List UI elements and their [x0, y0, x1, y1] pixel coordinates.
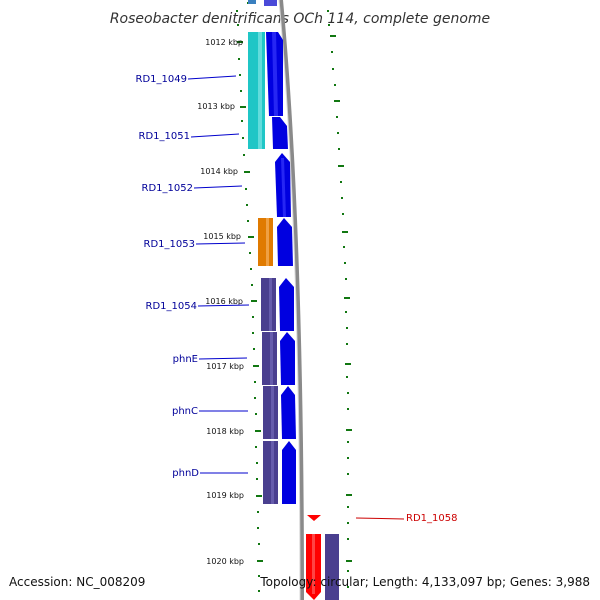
gene-label-rd1-1053[interactable]: RD1_1053	[144, 239, 195, 250]
gene-arrow-rd1-1058[interactable]	[307, 515, 321, 521]
gene-label-rd1-1051[interactable]: RD1_1051	[139, 131, 190, 142]
map-title: Roseobacter denitrificans OCh 114, compl…	[110, 11, 490, 27]
kbp-label: 1018 kbp	[206, 427, 244, 436]
kbp-label: 1015 kbp	[203, 232, 241, 241]
kbp-label: 1012 kbp	[205, 38, 243, 47]
gene-block-phnc[interactable]	[263, 386, 278, 439]
kbp-label: 1017 kbp	[206, 362, 244, 371]
accession-text: Accession: NC_008209	[9, 575, 145, 589]
right-ruler-dots	[327, 10, 349, 588]
gene-arrow-rd1-1051[interactable]	[272, 117, 288, 149]
gene-block-lower-purple[interactable]	[325, 534, 339, 600]
gene-label-rd1-1049[interactable]: RD1_1049	[136, 74, 187, 85]
gene-arrow-rd1-1053[interactable]	[277, 218, 293, 266]
gene-block-rd1-1054[interactable]	[261, 278, 276, 331]
kbp-label: 1016 kbp	[205, 297, 243, 306]
gene-arrow-red-lower[interactable]	[306, 534, 321, 600]
gene-block-rd1-1053[interactable]	[258, 218, 273, 266]
gene-block-top-cut[interactable]	[248, 0, 256, 4]
gene-block-rd1-1049[interactable]	[248, 32, 265, 149]
gene-label-phnd[interactable]: phnD	[172, 468, 199, 479]
gene-label-rd1-1058[interactable]: RD1_1058	[406, 513, 457, 524]
kbp-label: 1019 kbp	[206, 491, 244, 500]
left-ruler-dots	[236, 10, 260, 592]
gene-label-phne[interactable]: phnE	[173, 354, 198, 365]
label-leader-lines	[187, 75, 250, 474]
gene-label-phnc[interactable]: phnC	[172, 406, 198, 417]
gene-label-rd1-1054[interactable]: RD1_1054	[146, 301, 197, 312]
gene-arrow-rd1-1049[interactable]	[266, 32, 283, 116]
gene-arrow-phne[interactable]	[280, 332, 295, 385]
gene-arrow-rd1-1054[interactable]	[279, 278, 294, 331]
gene-arrow-phnd[interactable]	[282, 441, 296, 504]
kbp-label: 1020 kbp	[206, 557, 244, 566]
gene-block-phne[interactable]	[262, 332, 277, 385]
topology-text: Topology: circular; Length: 4,133,097 bp…	[259, 575, 590, 589]
genome-backbone	[279, 0, 304, 600]
gene-arrow-phnc[interactable]	[281, 386, 296, 439]
right-ruler-ticks	[330, 35, 352, 562]
gene-arrow-rd1-1052[interactable]	[275, 153, 291, 217]
gene-block-phnd[interactable]	[263, 441, 278, 504]
gene-label-rd1-1052[interactable]: RD1_1052	[142, 183, 193, 194]
label-leader-line-red	[355, 517, 405, 520]
kbp-label: 1014 kbp	[200, 167, 238, 176]
kbp-label: 1013 kbp	[197, 102, 235, 111]
gene-arrow-top-cut[interactable]	[264, 0, 277, 6]
genome-backbone-highlight	[278, 0, 301, 600]
